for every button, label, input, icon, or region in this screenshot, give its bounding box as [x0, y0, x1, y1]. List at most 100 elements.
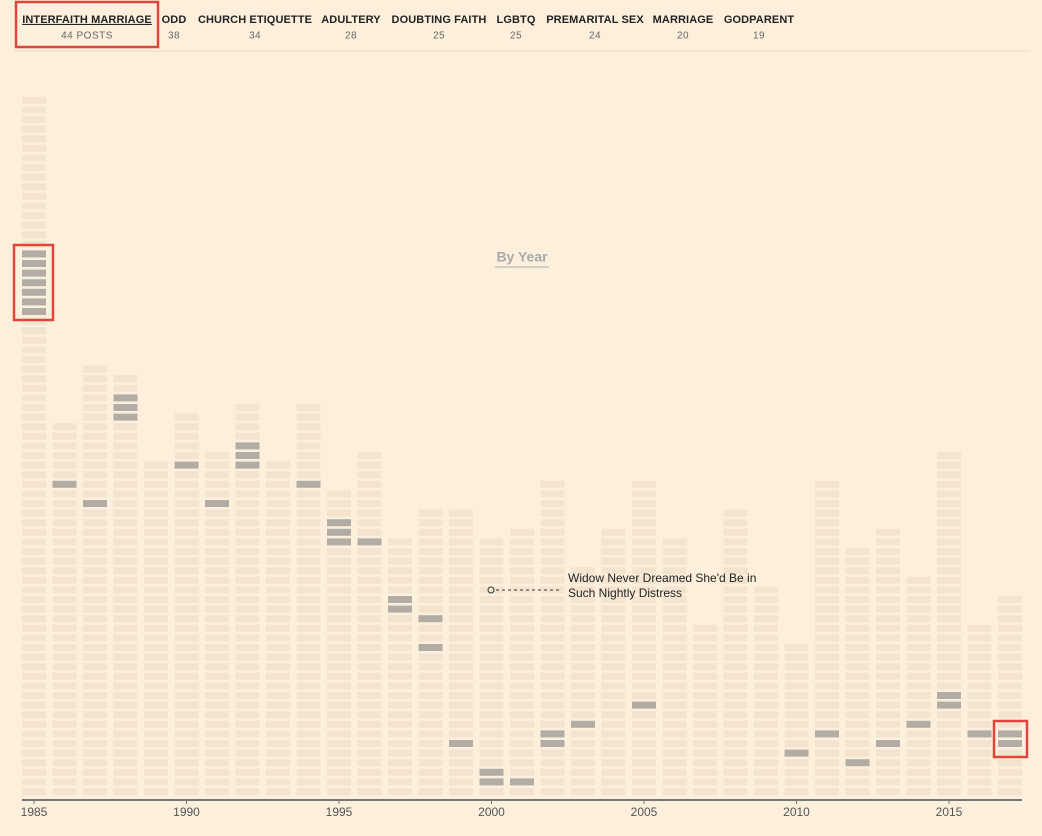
cell[interactable] — [784, 730, 809, 738]
cell[interactable] — [601, 596, 626, 603]
cell[interactable] — [83, 452, 107, 459]
cell[interactable] — [906, 644, 931, 651]
cell[interactable] — [266, 461, 290, 469]
cell[interactable] — [723, 682, 748, 690]
cell[interactable] — [205, 596, 229, 603]
cell[interactable] — [754, 682, 778, 690]
cell[interactable] — [235, 644, 260, 651]
cell[interactable] — [876, 644, 900, 651]
cell[interactable] — [906, 624, 931, 632]
cell[interactable] — [693, 730, 717, 738]
cell[interactable] — [235, 663, 260, 671]
cell[interactable] — [876, 692, 900, 699]
cell[interactable] — [52, 586, 77, 594]
cell[interactable] — [327, 768, 351, 776]
cell[interactable] — [113, 384, 138, 392]
cell[interactable] — [601, 663, 626, 671]
cell[interactable] — [632, 557, 656, 565]
cell[interactable] — [235, 519, 260, 527]
cell[interactable] — [388, 759, 412, 767]
cell[interactable] — [632, 490, 656, 498]
cell[interactable] — [357, 788, 382, 795]
cell[interactable] — [937, 471, 961, 479]
cell[interactable] — [632, 720, 656, 728]
cell[interactable] — [754, 768, 778, 776]
cell[interactable] — [327, 663, 351, 671]
cell[interactable] — [296, 711, 321, 719]
cell[interactable] — [52, 596, 77, 603]
cell[interactable] — [815, 528, 839, 536]
cell[interactable] — [937, 624, 961, 632]
cell[interactable] — [998, 644, 1022, 651]
cell[interactable] — [906, 634, 931, 642]
cell[interactable] — [449, 557, 473, 565]
cell[interactable] — [662, 567, 687, 575]
cell[interactable] — [22, 759, 46, 767]
cell[interactable] — [113, 653, 138, 661]
cell[interactable] — [815, 548, 839, 555]
cell[interactable] — [693, 663, 717, 671]
cell[interactable] — [388, 663, 412, 671]
cell[interactable] — [662, 548, 687, 555]
cell[interactable] — [174, 452, 199, 459]
cell[interactable] — [784, 720, 809, 728]
cell[interactable] — [876, 624, 900, 632]
cell[interactable] — [601, 701, 626, 709]
cell[interactable] — [205, 461, 229, 469]
cell[interactable] — [754, 596, 778, 603]
cell[interactable] — [235, 653, 260, 661]
cell[interactable] — [205, 471, 229, 479]
cell[interactable] — [296, 644, 321, 651]
cell[interactable] — [662, 711, 687, 719]
cell[interactable] — [52, 740, 77, 747]
cell[interactable] — [174, 509, 199, 517]
cell[interactable] — [632, 624, 656, 632]
cell[interactable] — [662, 740, 687, 747]
cell[interactable] — [632, 749, 656, 757]
cell[interactable] — [815, 567, 839, 575]
cell[interactable] — [632, 644, 656, 651]
cell[interactable] — [235, 404, 260, 411]
cell[interactable] — [632, 682, 656, 690]
cell[interactable] — [266, 682, 290, 690]
cell[interactable] — [235, 471, 260, 479]
cell[interactable] — [510, 759, 534, 767]
cell[interactable] — [998, 692, 1022, 699]
cell[interactable] — [22, 605, 46, 613]
cell[interactable] — [296, 519, 321, 527]
cell[interactable] — [235, 596, 260, 603]
cell[interactable] — [723, 749, 748, 757]
cell[interactable] — [83, 682, 107, 690]
cell[interactable] — [571, 730, 595, 738]
cell[interactable] — [876, 711, 900, 719]
cell[interactable] — [327, 692, 351, 699]
cell[interactable] — [22, 461, 46, 469]
cell[interactable] — [937, 740, 961, 747]
cell[interactable] — [815, 596, 839, 603]
tab-label[interactable]: CHURCH ETIQUETTE — [198, 14, 312, 26]
cell[interactable] — [144, 768, 168, 776]
cell[interactable] — [510, 548, 534, 555]
cell[interactable] — [754, 730, 778, 738]
cell[interactable] — [906, 596, 931, 603]
cell[interactable] — [296, 490, 321, 498]
highlight-cell[interactable] — [876, 740, 900, 747]
highlight-cell[interactable] — [418, 615, 443, 623]
cell[interactable] — [144, 538, 168, 546]
cell[interactable] — [815, 480, 839, 488]
cell[interactable] — [22, 528, 46, 536]
cell[interactable] — [22, 423, 46, 431]
cell[interactable] — [388, 586, 412, 594]
cell[interactable] — [83, 663, 107, 671]
cell[interactable] — [174, 548, 199, 555]
highlight-cell[interactable] — [113, 404, 138, 411]
cell[interactable] — [52, 538, 77, 546]
cell[interactable] — [754, 653, 778, 661]
cell[interactable] — [815, 759, 839, 767]
tab-count[interactable]: 38 — [168, 31, 180, 42]
cell[interactable] — [449, 720, 473, 728]
cell[interactable] — [723, 538, 748, 546]
cell[interactable] — [815, 509, 839, 517]
cell[interactable] — [388, 740, 412, 747]
cell[interactable] — [479, 759, 504, 767]
